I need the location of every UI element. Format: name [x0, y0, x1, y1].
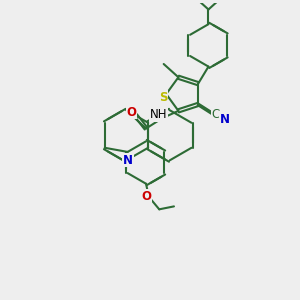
- Text: N: N: [220, 113, 230, 126]
- Text: O: O: [141, 190, 151, 203]
- Text: NH: NH: [150, 108, 167, 121]
- Text: O: O: [126, 106, 136, 119]
- Text: C: C: [212, 108, 220, 121]
- Text: S: S: [159, 91, 167, 104]
- Text: N: N: [123, 154, 133, 167]
